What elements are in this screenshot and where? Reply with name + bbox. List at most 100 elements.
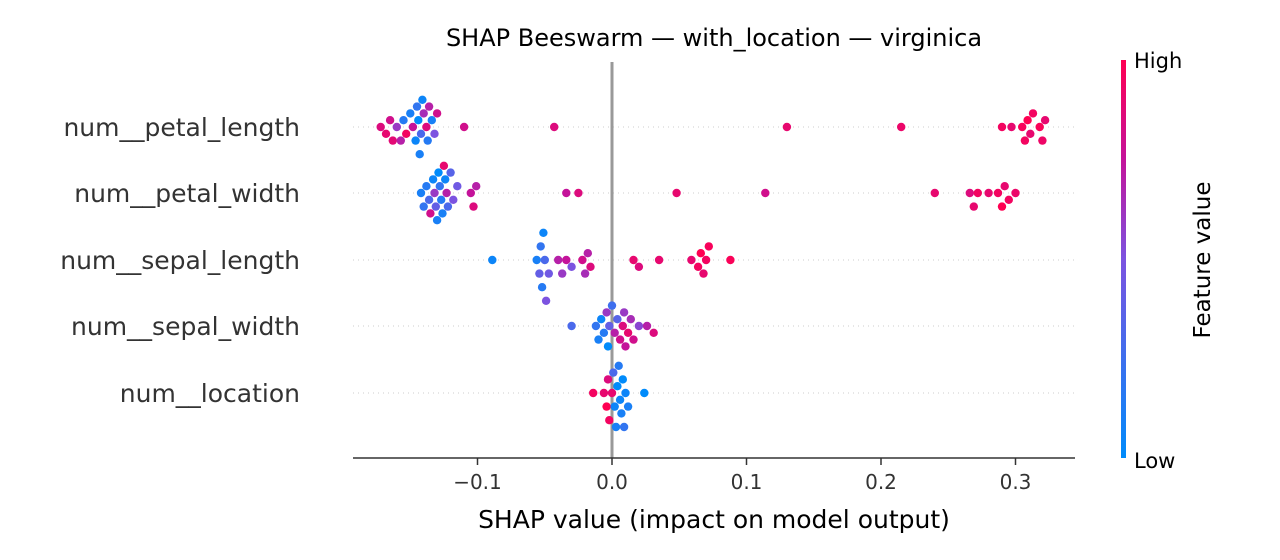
shap-point	[615, 335, 625, 344]
shap-point	[621, 342, 630, 351]
shap-point	[408, 122, 418, 132]
shap-point	[1004, 195, 1013, 204]
shap-point	[597, 315, 606, 324]
shap-point	[1038, 136, 1047, 145]
shap-point	[441, 175, 450, 184]
shap-point	[453, 182, 462, 191]
shap-point	[696, 249, 705, 258]
shap-point	[539, 228, 548, 237]
shap-point	[607, 388, 617, 398]
shap-point	[611, 422, 621, 432]
shap-point	[424, 102, 434, 111]
shap-point	[621, 388, 630, 398]
shap-point	[634, 262, 644, 271]
shap-point	[609, 368, 618, 377]
feature-labels: num__petal_length num__petal_width num__se…	[60, 113, 300, 408]
shap-point	[537, 283, 547, 292]
shap-point	[613, 315, 622, 324]
shap-point	[431, 202, 440, 211]
shap-point	[488, 255, 497, 265]
feature-label: num__sepal_width	[71, 312, 300, 341]
shap-point	[599, 388, 609, 398]
shap-point	[430, 188, 439, 198]
shap-point	[699, 269, 708, 278]
colorbar-title: Feature value	[1190, 181, 1216, 338]
shap-point	[629, 255, 638, 265]
shap-point	[1023, 116, 1032, 125]
x-axis-label: SHAP value (impact on model output)	[478, 505, 950, 534]
row-guides	[353, 126, 1075, 394]
shap-point	[446, 168, 455, 177]
shap-point	[997, 202, 1007, 211]
shap-point	[399, 116, 408, 125]
shap-point	[392, 122, 401, 132]
shap-point	[412, 102, 422, 111]
shap-point	[603, 375, 613, 384]
shap-point	[435, 182, 444, 191]
shap-point	[1007, 122, 1016, 132]
x-tick-label: 0.1	[731, 470, 763, 494]
shap-point	[430, 129, 439, 138]
shap-point	[427, 116, 436, 125]
shap-point	[610, 402, 619, 411]
feature-label: num__petal_width	[74, 179, 300, 208]
shap-point	[558, 269, 567, 278]
chart-title: SHAP Beeswarm — with_location — virginic…	[446, 24, 982, 52]
shap-point	[414, 116, 423, 125]
shap-point	[607, 301, 617, 310]
shap-point	[535, 269, 544, 278]
shap-point	[586, 262, 595, 271]
shap-point	[574, 188, 583, 198]
shap-point	[672, 188, 681, 198]
shap-point	[642, 321, 652, 331]
shap-point	[578, 255, 587, 265]
shap-point	[619, 308, 629, 317]
shap-point	[437, 195, 446, 204]
shap-point	[1018, 122, 1027, 132]
shap-point	[540, 255, 549, 265]
shap-point	[984, 188, 993, 198]
shap-point	[459, 122, 469, 132]
shap-point	[613, 382, 622, 391]
shap-point	[567, 321, 576, 331]
shap-point	[443, 202, 453, 211]
shap-point	[550, 122, 559, 132]
shap-point	[640, 388, 649, 398]
shap-point	[415, 150, 424, 159]
shap-point	[544, 269, 553, 278]
shap-point	[602, 308, 611, 317]
shap-point	[704, 242, 713, 251]
shap-point	[1026, 129, 1035, 138]
colorbar-high-label: High	[1134, 49, 1182, 73]
shap-point	[629, 335, 638, 344]
shap-point	[419, 109, 428, 118]
shap-point	[423, 136, 432, 145]
shap-point	[969, 202, 978, 211]
shap-point	[1011, 188, 1020, 198]
shap-point	[973, 188, 982, 198]
shap-point	[438, 209, 447, 218]
shap-point	[618, 375, 627, 384]
shap-point	[589, 388, 598, 398]
shap-point	[626, 315, 635, 324]
shap-point	[897, 122, 906, 132]
shap-point	[619, 422, 629, 432]
shap-point	[617, 409, 626, 418]
shap-point	[654, 255, 664, 265]
shap-point	[930, 188, 939, 198]
shap-point	[761, 188, 770, 198]
shap-point	[693, 262, 703, 271]
x-tick-label: 0.3	[1000, 470, 1032, 494]
colorbar-low-label: Low	[1134, 449, 1175, 473]
shap-point	[618, 321, 627, 331]
x-tick-label: 0.2	[865, 470, 897, 494]
x-tick-label: −0.1	[453, 470, 502, 494]
feature-label: num__petal_length	[63, 113, 300, 142]
shap-point	[649, 328, 658, 337]
shap-point	[396, 136, 405, 145]
shap-point	[610, 328, 619, 337]
shap-point	[376, 122, 385, 132]
shap-point	[416, 129, 426, 138]
shap-point	[623, 402, 633, 411]
